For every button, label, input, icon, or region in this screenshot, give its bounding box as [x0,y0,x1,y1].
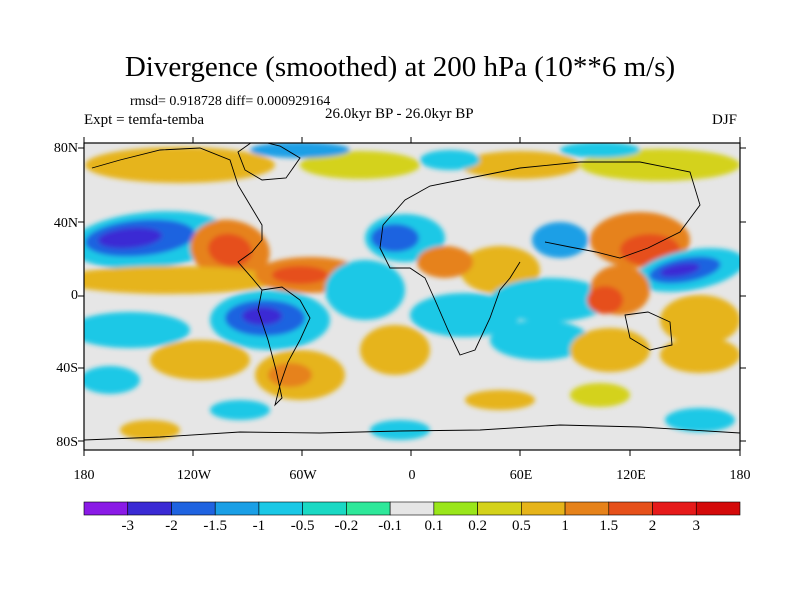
contour-region [532,222,588,258]
colorbar-label: 3 [692,518,701,534]
colorbar-label: -2 [165,518,178,534]
stats-text: rmsd= 0.918728 diff= 0.000929164 [130,94,331,109]
contour-region [250,143,350,158]
contour-region [150,340,250,380]
contour-region [660,337,740,373]
experiment-label: Expt = temfa-temba [84,112,205,128]
coastline [379,224,521,356]
season-label: DJF [712,112,738,128]
colorbar-box [477,501,522,516]
contour-region [465,390,535,410]
colorbar-label: 1.5 [599,518,619,534]
contour-region [120,420,180,440]
lon-label: 0 [408,468,416,483]
coastline [91,147,263,291]
colorbar-label: 0.5 [511,518,531,534]
lon-label: 180 [729,468,751,483]
contour-region [490,320,590,360]
lat-label: 80S [56,435,78,450]
contour-region [560,143,640,158]
lon-label: 60W [289,468,317,483]
colorbar-box [433,501,478,516]
colorbar-label: -0.5 [290,518,315,534]
contour-region [660,263,700,277]
contour-region [272,266,328,284]
colorbar-label: 0.2 [468,518,487,534]
colorbar-box [346,501,391,516]
colorbar-box [83,501,129,516]
contour-region [268,363,312,387]
colorbar-box [127,501,172,516]
contour-region [420,150,480,170]
contour-region [371,224,419,252]
contour-region [210,400,270,420]
contour-region [370,420,430,440]
colorbar-box [302,501,347,516]
colorbar-box [564,501,610,516]
colorbar-label: -1 [252,518,266,534]
contour-region [84,266,280,294]
colorbar-box [214,501,260,516]
lon-label: 120E [616,468,646,483]
coastline [257,286,311,407]
colorbar-box [521,501,566,516]
coastline [237,143,301,181]
period-label: 26.0kyr BP - 26.0kyr BP [325,106,474,122]
colorbar-label: -1.5 [203,518,228,534]
contour-region [587,286,623,314]
contour-region [570,328,650,372]
colorbar-label: -3 [121,518,134,534]
contour-region [490,278,610,322]
colorbar-box [652,501,697,516]
colorbar-box [695,501,741,516]
contour-region [580,149,740,181]
contour-region [360,325,430,375]
lon-label: 60E [509,468,533,483]
contour-region [84,312,190,348]
contour-region [460,151,580,179]
contour-region [98,227,162,249]
lat-label: 40S [56,361,78,376]
plot-title: Divergence (smoothed) at 200 hPa (10**6 … [124,51,676,83]
lat-label: 80N [53,141,78,156]
lon-label: 180 [73,468,95,483]
colorbar-box [389,501,435,516]
coastline [84,424,740,441]
contour-region [570,383,630,407]
contour-region [242,307,282,325]
contour-region [417,246,473,278]
contour-region [660,295,740,345]
lon-label: 120W [176,468,212,483]
colorbar-box [258,501,303,516]
contour-region [300,151,420,179]
colorbar-label: -0.1 [378,518,402,534]
colorbar-label: -0.2 [334,518,359,534]
colorbar-label: 0.1 [424,518,444,534]
coastline [382,161,701,259]
colorbar-box [171,501,216,516]
contour-region [325,260,405,320]
colorbar-box [608,501,653,516]
contour-region [208,233,252,267]
colorbar-label: 2 [648,518,657,534]
colorbar-label: 1 [561,518,569,534]
contour-region [85,147,275,183]
lat-label: 0 [71,288,78,303]
contour-region [84,366,140,394]
lat-label: 40N [53,216,78,231]
coastline [624,311,673,351]
contour-region [665,408,735,432]
